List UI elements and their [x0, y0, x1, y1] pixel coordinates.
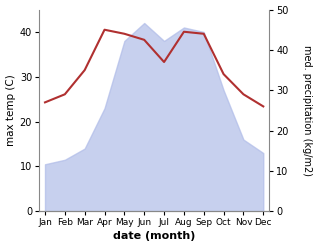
Y-axis label: max temp (C): max temp (C): [5, 75, 16, 146]
X-axis label: date (month): date (month): [113, 231, 195, 242]
Y-axis label: med. precipitation (kg/m2): med. precipitation (kg/m2): [302, 45, 313, 176]
